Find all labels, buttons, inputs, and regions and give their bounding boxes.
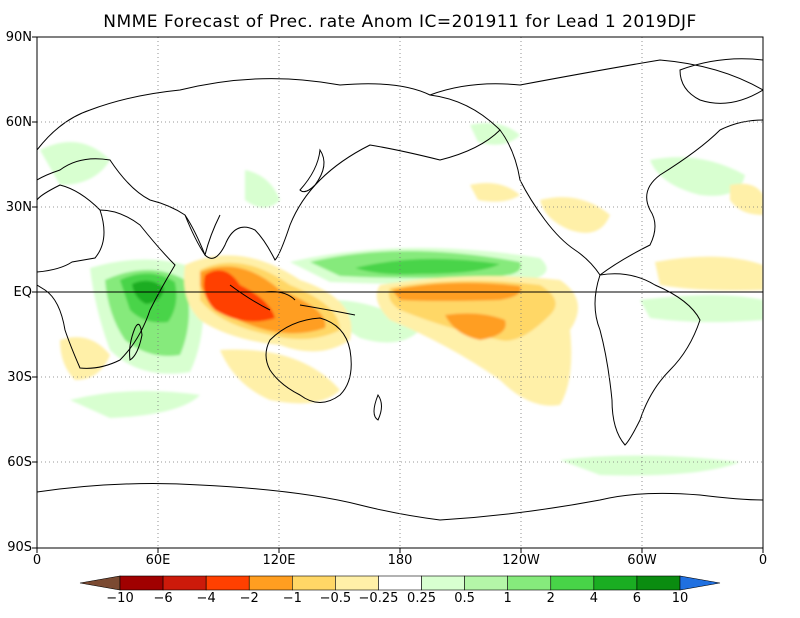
colorbar-swatch [636,575,681,591]
colorbar-label: −1 [282,591,302,606]
lat-label: 90N [5,30,32,45]
colorbar [79,575,721,591]
colorbar-swatch [119,575,164,591]
colorbar-label: −2 [239,591,259,606]
colorbar-swatch [679,575,721,591]
lat-label: 30N [5,200,32,215]
lon-label: 0 [758,553,768,568]
colorbar-swatch [162,575,207,591]
lon-label: 60W [627,553,657,568]
colorbar-label: 0.25 [407,591,436,606]
lat-label: 60N [5,115,32,130]
gridlines [37,37,763,548]
colorbar-swatch [550,575,595,591]
colorbar-label: 2 [546,591,555,606]
colorbar-swatch [593,575,638,591]
colorbar-label: −0.25 [358,591,399,606]
colorbar-swatch [79,575,121,591]
colorbar-label: 0.5 [454,591,475,606]
lon-label: 120W [502,553,540,568]
colorbar-swatch [507,575,552,591]
colorbar-label: 10 [671,591,689,606]
colorbar-swatch [378,575,422,591]
lat-label: 90S [7,540,32,555]
colorbar-label: 4 [589,591,598,606]
precip-anomaly-shading [40,122,763,476]
colorbar-swatch [292,575,336,591]
lon-label: 60E [145,553,171,568]
colorbar-label: −10 [106,591,134,606]
colorbar-swatch [464,575,508,591]
lon-label: 0 [32,553,42,568]
colorbar-swatch [205,575,250,591]
colorbar-label: −6 [153,591,173,606]
tick-marks [32,36,764,553]
colorbar-label: −0.5 [319,591,352,606]
lat-label: 60S [7,455,32,470]
lon-label: 180 [387,553,413,568]
lon-label: 120E [262,553,296,568]
colorbar-swatch [335,575,379,591]
lat-label: EQ [13,285,32,300]
colorbar-label: 6 [632,591,642,606]
colorbar-swatch [248,575,293,591]
colorbar-label: 1 [503,591,512,606]
coastlines [37,58,763,521]
colorbar-label: −4 [196,591,216,606]
map-title: NMME Forecast of Prec. rate Anom IC=2019… [103,12,697,32]
colorbar-swatch [421,575,465,591]
lat-label: 30S [7,370,32,385]
